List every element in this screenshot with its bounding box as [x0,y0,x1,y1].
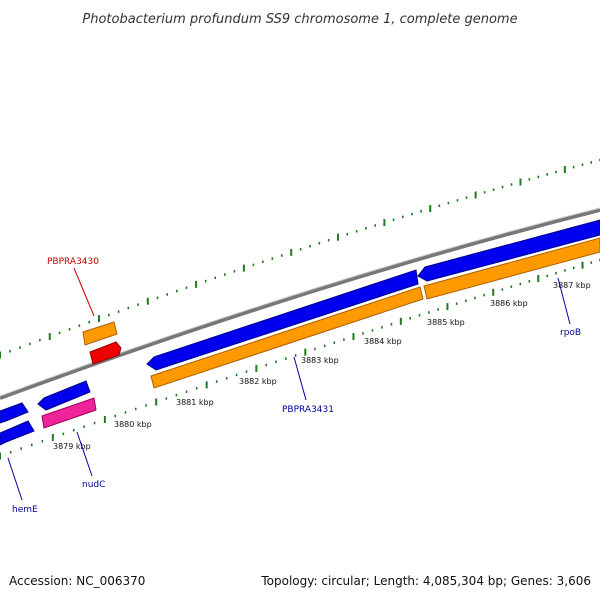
leader-hemE [7,457,23,501]
gene-PBPRA3431-forward[interactable] [146,269,419,371]
label-nudC[interactable]: nudC [82,480,105,490]
label-hemE[interactable]: hemE [12,505,38,515]
leader-PBPRA3431 [293,356,307,401]
tick-label: 3887 kbp [553,281,591,290]
tick-label: 3884 kbp [364,337,402,346]
gene-nudC-forward[interactable] [37,380,91,411]
tick-label: 3883 kbp [301,356,339,365]
misc-feature[interactable] [41,397,97,429]
gene-hemE-forward-2[interactable] [0,420,35,446]
gene-PBPRA3430-reverse[interactable] [82,321,118,346]
label-rpoB[interactable]: rpoB [560,328,581,338]
trna-PBPRA3430[interactable] [89,341,122,365]
gene-rpoB-forward[interactable] [417,219,600,282]
leader-rpoB [557,277,571,325]
label-PBPRA3430[interactable]: PBPRA3430 [47,257,99,267]
tick-label: 3879 kbp [53,442,91,451]
genome-backbone-highlight [0,207,600,397]
map-title: Photobacterium profundum SS9 chromosome … [82,12,517,27]
accession-text: Accession: NC_006370 [9,574,145,588]
gene-hemE-forward[interactable] [0,402,29,424]
tick-label: 3885 kbp [427,318,465,327]
leader-PBPRA3430 [73,267,95,317]
tick-marks [0,158,600,460]
genome-backbone [0,208,600,400]
tick-labels: 3879 kbp 3880 kbp 3881 kbp 3882 kbp 3883… [53,281,591,451]
tick-label: 3886 kbp [490,299,528,308]
gene-reverse-right[interactable] [423,237,600,300]
tick-label: 3880 kbp [114,420,152,429]
genome-summary-text: Topology: circular; Length: 4,085,304 bp… [260,574,591,588]
tick-label: 3882 kbp [239,377,277,386]
tick-label: 3881 kbp [176,398,214,407]
gene-reverse-large[interactable] [150,286,424,389]
label-PBPRA3431[interactable]: PBPRA3431 [282,405,334,415]
leader-nudC [76,431,93,477]
